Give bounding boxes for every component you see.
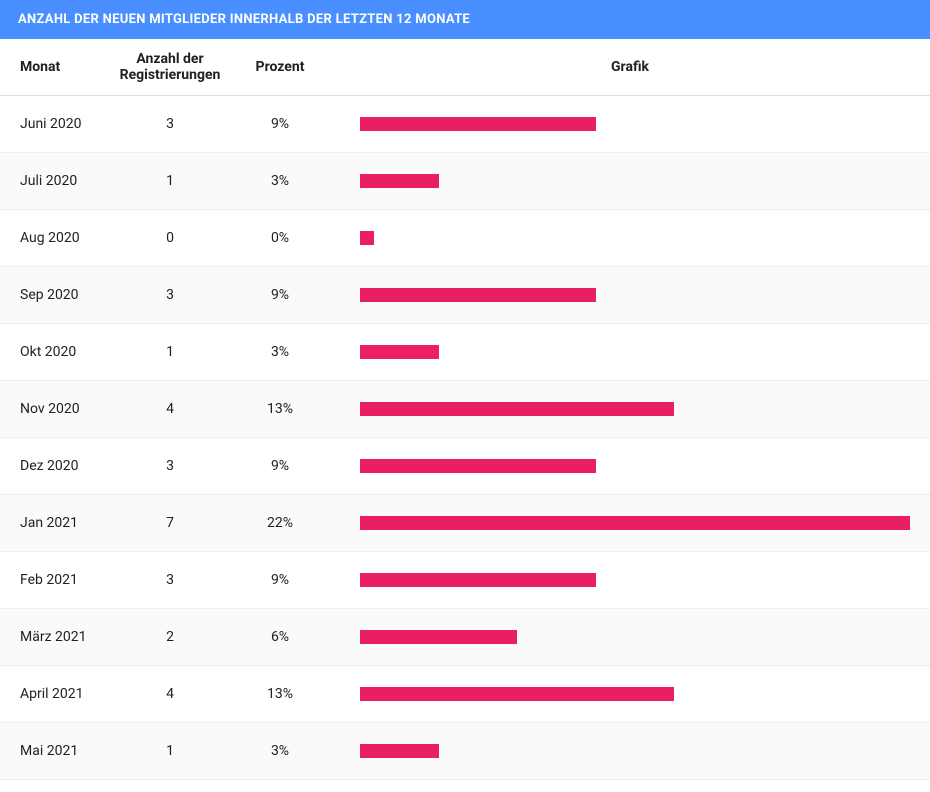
table-row: Dez 202039%	[0, 438, 930, 495]
cell-prozent: 3%	[230, 723, 330, 780]
column-header-prozent: Prozent	[230, 39, 330, 96]
column-header-monat: Monat	[0, 39, 110, 96]
cell-grafik	[330, 495, 930, 552]
bar	[360, 231, 374, 245]
bar	[360, 345, 439, 359]
table-row: Juni 202039%	[0, 96, 930, 153]
table-row: Aug 202000%	[0, 210, 930, 267]
bar	[360, 459, 596, 473]
cell-grafik	[330, 381, 930, 438]
cell-prozent: 9%	[230, 438, 330, 495]
cell-prozent: 13%	[230, 381, 330, 438]
cell-monat: März 2021	[0, 609, 110, 666]
cell-anzahl: 3	[110, 96, 230, 153]
cell-grafik	[330, 723, 930, 780]
bar	[360, 516, 910, 530]
cell-grafik	[330, 96, 930, 153]
cell-monat: Dez 2020	[0, 438, 110, 495]
table-row: Feb 202139%	[0, 552, 930, 609]
cell-monat: Juni 2020	[0, 96, 110, 153]
cell-prozent: 3%	[230, 324, 330, 381]
cell-anzahl: 2	[110, 609, 230, 666]
cell-prozent: 0%	[230, 210, 330, 267]
cell-grafik	[330, 267, 930, 324]
cell-grafik	[330, 324, 930, 381]
cell-grafik	[330, 210, 930, 267]
panel-header: ANZAHL DER NEUEN MITGLIEDER INNERHALB DE…	[0, 0, 930, 39]
cell-grafik	[330, 666, 930, 723]
table-row: Mai 202113%	[0, 723, 930, 780]
cell-anzahl: 7	[110, 495, 230, 552]
cell-monat: Okt 2020	[0, 324, 110, 381]
panel-title: ANZAHL DER NEUEN MITGLIEDER INNERHALB DE…	[18, 12, 470, 27]
members-table: Monat Anzahl der Registrierungen Prozent…	[0, 39, 930, 780]
cell-anzahl: 3	[110, 438, 230, 495]
bar	[360, 117, 596, 131]
cell-anzahl: 1	[110, 723, 230, 780]
cell-prozent: 9%	[230, 267, 330, 324]
table-row: Okt 202013%	[0, 324, 930, 381]
cell-prozent: 13%	[230, 666, 330, 723]
table-row: Juli 202013%	[0, 153, 930, 210]
table-row: April 2021413%	[0, 666, 930, 723]
bar	[360, 744, 439, 758]
cell-monat: Jan 2021	[0, 495, 110, 552]
cell-monat: Aug 2020	[0, 210, 110, 267]
bar	[360, 573, 596, 587]
bar	[360, 174, 439, 188]
table-row: Sep 202039%	[0, 267, 930, 324]
cell-monat: Juli 2020	[0, 153, 110, 210]
cell-anzahl: 4	[110, 381, 230, 438]
cell-monat: Nov 2020	[0, 381, 110, 438]
table-header-row: Monat Anzahl der Registrierungen Prozent…	[0, 39, 930, 96]
cell-anzahl: 1	[110, 153, 230, 210]
table-row: März 202126%	[0, 609, 930, 666]
cell-anzahl: 1	[110, 324, 230, 381]
cell-prozent: 22%	[230, 495, 330, 552]
table-row: Nov 2020413%	[0, 381, 930, 438]
bar	[360, 687, 674, 701]
bar	[360, 402, 674, 416]
cell-anzahl: 3	[110, 552, 230, 609]
cell-prozent: 9%	[230, 96, 330, 153]
cell-grafik	[330, 153, 930, 210]
cell-prozent: 6%	[230, 609, 330, 666]
table-row: Jan 2021722%	[0, 495, 930, 552]
cell-monat: April 2021	[0, 666, 110, 723]
cell-monat: Sep 2020	[0, 267, 110, 324]
cell-anzahl: 3	[110, 267, 230, 324]
cell-grafik	[330, 438, 930, 495]
cell-grafik	[330, 552, 930, 609]
cell-prozent: 3%	[230, 153, 330, 210]
column-header-grafik: Grafik	[330, 39, 930, 96]
cell-anzahl: 0	[110, 210, 230, 267]
cell-prozent: 9%	[230, 552, 330, 609]
cell-monat: Feb 2021	[0, 552, 110, 609]
cell-monat: Mai 2021	[0, 723, 110, 780]
cell-grafik	[330, 609, 930, 666]
cell-anzahl: 4	[110, 666, 230, 723]
bar	[360, 288, 596, 302]
column-header-anzahl: Anzahl der Registrierungen	[110, 39, 230, 96]
bar	[360, 630, 517, 644]
